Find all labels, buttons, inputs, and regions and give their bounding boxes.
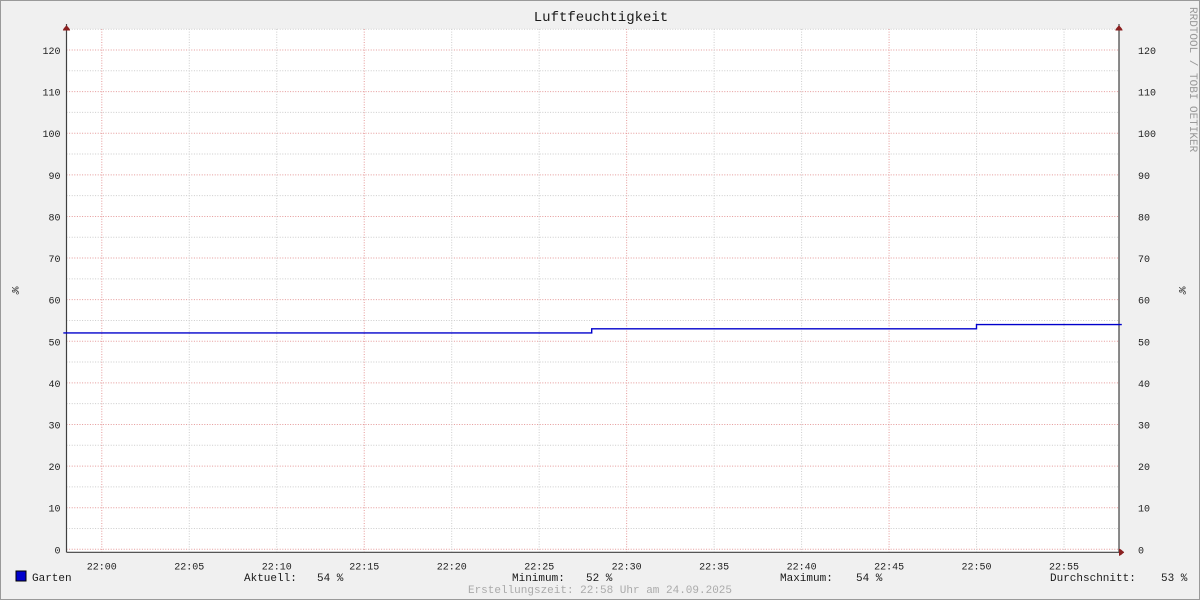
svg-text:110: 110	[1138, 89, 1156, 100]
svg-text:120: 120	[1138, 47, 1156, 58]
svg-text:22:25: 22:25	[524, 562, 554, 573]
svg-text:90: 90	[1138, 172, 1150, 183]
svg-text:40: 40	[1138, 380, 1150, 391]
svg-text:100: 100	[1138, 130, 1156, 141]
svg-text:30: 30	[1138, 422, 1150, 433]
svg-text:0: 0	[54, 546, 60, 557]
svg-text:53 %: 53 %	[1161, 573, 1188, 585]
svg-text:22:30: 22:30	[612, 562, 642, 573]
svg-text:22:50: 22:50	[961, 562, 991, 573]
svg-text:70: 70	[1138, 255, 1150, 266]
svg-text:120: 120	[42, 47, 60, 58]
svg-text:20: 20	[48, 463, 60, 474]
svg-text:10: 10	[48, 505, 60, 516]
svg-text:60: 60	[1138, 297, 1150, 308]
svg-text:50: 50	[1138, 338, 1150, 349]
svg-text:110: 110	[42, 89, 60, 100]
svg-text:22:20: 22:20	[437, 562, 467, 573]
svg-text:0: 0	[1138, 546, 1144, 557]
svg-text:22:00: 22:00	[87, 562, 117, 573]
svg-text:Durchschnitt:: Durchschnitt:	[1050, 573, 1136, 585]
svg-text:%°: %°	[8, 286, 20, 295]
svg-text:Maximum:: Maximum:	[780, 573, 833, 585]
svg-text:22:10: 22:10	[262, 562, 292, 573]
svg-text:50: 50	[48, 338, 60, 349]
svg-text:80: 80	[1138, 213, 1150, 224]
svg-text:22:35: 22:35	[699, 562, 729, 573]
svg-text:54 %: 54 %	[856, 573, 883, 585]
svg-text:22:55: 22:55	[1049, 562, 1079, 573]
svg-text:Erstellungszeit: 22:58 Uhr am: Erstellungszeit: 22:58 Uhr am 24.09.2025	[468, 585, 732, 597]
svg-text:22:05: 22:05	[174, 562, 204, 573]
svg-text:Minimum:: Minimum:	[512, 573, 565, 585]
svg-text:22:15: 22:15	[349, 562, 379, 573]
svg-text:40: 40	[48, 380, 60, 391]
svg-text:100: 100	[42, 130, 60, 141]
svg-text:70: 70	[48, 255, 60, 266]
svg-text:%°: %°	[1175, 286, 1187, 295]
svg-text:80: 80	[48, 213, 60, 224]
svg-text:30: 30	[48, 422, 60, 433]
svg-text:90: 90	[48, 172, 60, 183]
svg-text:22:45: 22:45	[874, 562, 904, 573]
svg-text:10: 10	[1138, 505, 1150, 516]
svg-text:Garten: Garten	[32, 573, 72, 585]
svg-text:54 %: 54 %	[317, 573, 344, 585]
svg-text:20: 20	[1138, 463, 1150, 474]
svg-text:RRDTOOL / TOBI OETIKER: RRDTOOL / TOBI OETIKER	[1186, 7, 1198, 153]
svg-text:Aktuell:: Aktuell:	[244, 573, 297, 585]
svg-text:60: 60	[48, 297, 60, 308]
svg-text:52 %: 52 %	[586, 573, 613, 585]
svg-text:22:40: 22:40	[787, 562, 817, 573]
